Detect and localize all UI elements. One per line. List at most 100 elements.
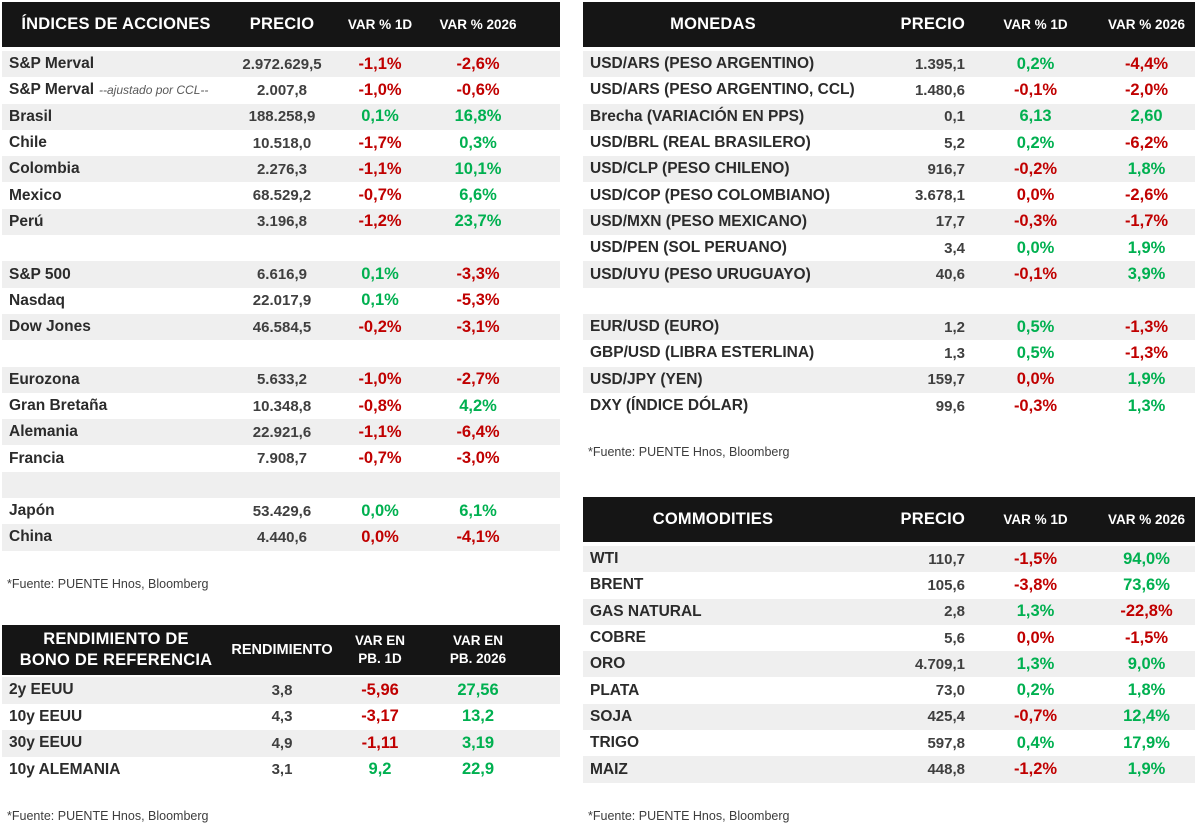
- bond-col-rendimiento: RENDIMIENTO: [231, 642, 333, 658]
- var-1d-value: -0,7%: [358, 449, 402, 468]
- var-1d-value: -5,96: [361, 680, 399, 699]
- var-2026-value: -0,6%: [456, 80, 500, 99]
- price-value: 2.007,8: [256, 81, 308, 99]
- var-2026-value: 22,9: [461, 760, 495, 779]
- table-row: S&P Merval 2.972.629,5 -1,1% -2,6%: [2, 51, 560, 78]
- instrument-name: USD/JPY (YEN): [590, 370, 703, 388]
- var-2026-value: 94,0%: [1123, 549, 1170, 568]
- table-row: 10y EEUU 4,3 -3,17 13,2: [2, 704, 560, 731]
- table-row: TRIGO 597,8 0,4% 17,9%: [583, 730, 1195, 756]
- price-value: 40,6: [935, 266, 965, 284]
- bond-col-var-1d-line1: VAR EN: [354, 633, 405, 649]
- var-2026-value: 1,9%: [1127, 760, 1166, 779]
- var-1d-value: -0,1%: [1013, 265, 1058, 284]
- instrument-name: China: [9, 528, 53, 546]
- var-2026-value: 4,2%: [459, 396, 497, 415]
- price-value: 5,2: [944, 134, 965, 152]
- bond-yields-table: RENDIMIENTO DE BONO DE REFERENCIA RENDIM…: [2, 625, 560, 823]
- table-row: Dow Jones 46.584,5 -0,2% -3,1%: [2, 313, 560, 341]
- instrument-name: Francia: [9, 449, 65, 467]
- var-2026-value: 1,9%: [1127, 370, 1166, 389]
- var-1d-value: -0,2%: [358, 317, 402, 336]
- var-1d-value: 0,2%: [1016, 681, 1055, 700]
- price-value: 4.709,1: [914, 655, 965, 673]
- bond-title-line1: RENDIMIENTO DE: [43, 629, 189, 648]
- price-value: 68.529,2: [252, 187, 312, 205]
- var-1d-value: -1,7%: [358, 133, 402, 152]
- table-row: USD/COP (PESO COLOMBIANO) 3.678,1 0,0% -2,6…: [583, 182, 1195, 208]
- table-row: COBRE 5,6 0,0% -1,5%: [583, 625, 1195, 651]
- bond-yields-header: RENDIMIENTO DE BONO DE REFERENCIA RENDIM…: [2, 625, 560, 675]
- var-2026-value: -1,3%: [1124, 317, 1169, 336]
- price-value: 4,9: [271, 734, 293, 752]
- var-2026-value: -3,3%: [456, 265, 500, 284]
- var-1d-value: 0,0%: [1016, 370, 1055, 389]
- table-row: 2y EEUU 3,8 -5,96 27,56: [2, 677, 560, 704]
- price-value: 2,8: [944, 603, 965, 621]
- currencies-title: MONEDAS: [670, 15, 756, 33]
- table-row: USD/UYU (PESO URUGUAYO) 40,6 -0,1% 3,9%: [583, 261, 1195, 288]
- instrument-name: Nasdaq: [9, 291, 65, 309]
- instrument-name: [2, 472, 230, 498]
- var-1d-value: 6,13: [1019, 107, 1052, 126]
- var-1d-value: [334, 472, 426, 498]
- price-value: 22.921,6: [252, 423, 312, 441]
- var-1d-value: -0,7%: [1013, 707, 1058, 726]
- var-2026-value: 2,60: [1130, 107, 1163, 126]
- var-2026-value: 23,7%: [454, 212, 502, 231]
- instrument-name: ORO: [590, 655, 626, 673]
- price-value: 7.908,7: [256, 450, 308, 468]
- var-2026-value: -6,4%: [456, 422, 500, 441]
- var-2026-value: -2,6%: [1124, 186, 1169, 205]
- indices-col-precio: PRECIO: [249, 15, 315, 33]
- table-row: Eurozona 5.633,2 -1,0% -2,7%: [2, 366, 560, 393]
- table-row: GAS NATURAL 2,8 1,3% -22,8%: [583, 598, 1195, 625]
- var-2026-value: 17,9%: [1123, 733, 1170, 752]
- instrument-name: S&P 500: [9, 265, 71, 283]
- table-row: Alemania 22.921,6 -1,1% -6,4%: [2, 419, 560, 446]
- instrument-name: USD/CLP (PESO CHILENO): [590, 160, 790, 178]
- spacer-row: [2, 471, 560, 499]
- var-2026-value: -2,0%: [1124, 80, 1169, 99]
- var-1d-value: -0,1%: [1013, 80, 1058, 99]
- instrument-name: TRIGO: [590, 734, 640, 752]
- price-value: 5.633,2: [256, 371, 308, 389]
- var-2026-value: -1,5%: [1124, 628, 1169, 647]
- var-2026-value: -1,3%: [1124, 343, 1169, 362]
- price-value: 3.678,1: [914, 187, 965, 205]
- table-row: USD/JPY (YEN) 159,7 0,0% 1,9%: [583, 366, 1195, 393]
- price-value: 2.276,3: [256, 160, 308, 178]
- var-2026-value: 1,9%: [1127, 238, 1166, 257]
- var-1d-value: -0,3%: [1013, 396, 1058, 415]
- var-2026-value: 6,1%: [459, 501, 497, 520]
- currencies-header: MONEDAS PRECIO VAR % 1D VAR % 2026: [583, 2, 1195, 47]
- price-value: [230, 340, 334, 366]
- var-2026-value: -2,6%: [456, 54, 500, 73]
- table-row: Colombia 2.276,3 -1,1% 10,1%: [2, 156, 560, 183]
- price-value: 3,4: [944, 239, 965, 257]
- var-1d-value: -1,1%: [358, 422, 402, 441]
- table-row: MAIZ 448,8 -1,2% 1,9%: [583, 756, 1195, 783]
- indices-col-var-1d: VAR % 1D: [347, 17, 413, 32]
- instrument-name: GBP/USD (LIBRA ESTERLINA): [590, 344, 815, 362]
- instrument-name: USD/ARS (PESO ARGENTINO): [590, 55, 815, 73]
- instrument-name: Perú: [9, 212, 44, 230]
- bond-col-var-2026-line1: VAR EN: [452, 633, 503, 649]
- price-value: 3.196,8: [256, 213, 308, 231]
- price-value: 22.017,9: [252, 292, 312, 310]
- price-value: 110,7: [928, 550, 965, 568]
- var-1d-value: -3,17: [361, 707, 399, 726]
- table-row: DXY (ÍNDICE DÓLAR) 99,6 -0,3% 1,3%: [583, 393, 1195, 419]
- commodities-col-precio: PRECIO: [900, 510, 965, 528]
- instrument-name: S&P Merval: [9, 55, 95, 73]
- instrument-name: USD/BRL (REAL BRASILERO): [590, 134, 811, 152]
- bond-col-var-1d-line2: PB. 1D: [358, 651, 402, 666]
- instrument-name: Brasil: [9, 107, 53, 125]
- bond-title-line2: BONO DE REFERENCIA: [19, 651, 213, 669]
- spacer-row: [583, 288, 1195, 314]
- instrument-name: Dow Jones: [9, 318, 91, 336]
- price-value: 3,1: [271, 761, 293, 779]
- instrument-name: Eurozona: [9, 370, 80, 388]
- var-2026-value: 1,8%: [1127, 681, 1166, 700]
- price-value: 4.440,6: [256, 528, 308, 546]
